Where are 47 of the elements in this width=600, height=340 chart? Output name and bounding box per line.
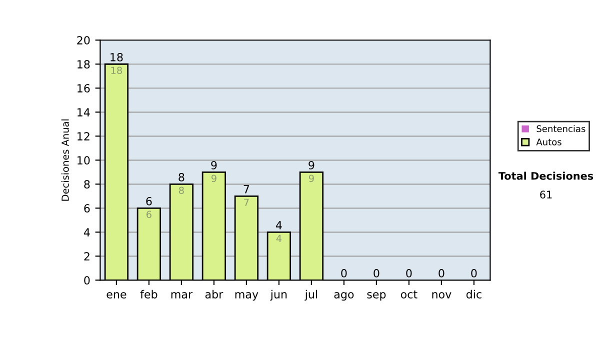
total-label: 4 bbox=[276, 221, 282, 230]
total-label: 7 bbox=[244, 185, 250, 194]
legend-label: Sentencias bbox=[536, 125, 586, 132]
x-tick-label: may bbox=[235, 292, 258, 301]
y-tick-label: 4 bbox=[84, 228, 90, 236]
y-tick-label: 2 bbox=[84, 252, 90, 260]
text: 61 bbox=[540, 190, 552, 199]
y-tick-label: 10 bbox=[78, 156, 90, 165]
data-label: 8 bbox=[179, 186, 184, 194]
x-tick-label: abr bbox=[205, 290, 224, 298]
legend-label: Autos bbox=[536, 138, 562, 146]
total-label: 0 bbox=[341, 269, 347, 278]
text: Total Decisiones bbox=[498, 172, 594, 180]
x-tick-label: ene bbox=[106, 292, 126, 298]
y-tick-label: 16 bbox=[78, 84, 90, 93]
data-label: 9 bbox=[308, 174, 314, 182]
y-tick-label: 0 bbox=[84, 276, 90, 285]
x-tick-label: ago bbox=[334, 292, 354, 301]
x-tick-label: dic bbox=[466, 290, 482, 298]
x-tick-label: oct bbox=[400, 290, 418, 298]
y-axis-title: Decisiones Anual bbox=[61, 119, 69, 201]
data-label: 6 bbox=[146, 210, 152, 218]
y-tick-label: 18 bbox=[78, 60, 90, 69]
data-label: 4 bbox=[276, 234, 282, 242]
x-tick-label: feb bbox=[140, 290, 158, 298]
total-label: 8 bbox=[178, 172, 184, 182]
data-label: 18 bbox=[111, 66, 122, 74]
total-label: 6 bbox=[146, 196, 152, 206]
x-tick-label: jul bbox=[304, 290, 318, 301]
total-label: 0 bbox=[471, 269, 477, 278]
total-label: 18 bbox=[110, 52, 123, 62]
y-tick-label: 12 bbox=[78, 132, 90, 140]
total-label: 9 bbox=[308, 160, 314, 170]
y-tick-label: 14 bbox=[78, 108, 90, 116]
x-tick-label: sep bbox=[367, 292, 386, 301]
total-label: 0 bbox=[438, 269, 444, 278]
data-label: 7 bbox=[244, 198, 249, 206]
total-label: 0 bbox=[406, 269, 412, 278]
x-tick-label: nov bbox=[432, 292, 452, 298]
total-label: 9 bbox=[211, 160, 217, 170]
x-tick-label: jun bbox=[270, 290, 287, 301]
y-tick-label: 6 bbox=[84, 204, 90, 213]
y-tick-label: 20 bbox=[77, 36, 90, 44]
total-label: 0 bbox=[374, 269, 380, 278]
x-tick-label: mar bbox=[171, 292, 193, 298]
y-tick-label: 8 bbox=[84, 180, 90, 189]
data-label: 9 bbox=[211, 174, 216, 182]
